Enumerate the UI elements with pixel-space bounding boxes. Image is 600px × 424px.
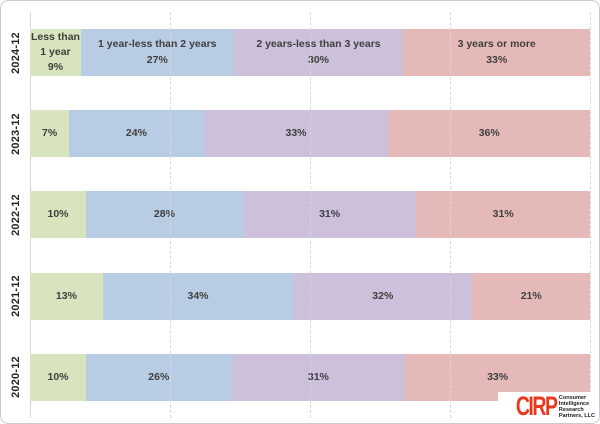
segment-name-label: 2 years-less than 3 years (256, 38, 381, 51)
segment-name-label: Less than (30, 30, 80, 43)
bar-row: 13% 34% 32% 21% (30, 256, 590, 337)
segment-value-label: 7% (42, 127, 58, 140)
gridline-25pct (170, 12, 171, 418)
cirp-logo-text: CIRP (516, 391, 558, 421)
segment-value-label: 31% (307, 370, 329, 383)
segment-value-label: 33% (285, 127, 307, 140)
bar-row: Less than 1 year 9% 1 year-less than 2 year… (30, 12, 591, 93)
cirp-logo: CIRP Consumer Intelligence Research Partner… (498, 392, 597, 421)
y-axis-tick: 2021-12 (1, 256, 30, 337)
bar-segment: 13% (30, 272, 103, 320)
bar-segment: 24% (69, 110, 204, 158)
segment-value-label: 10% (47, 208, 69, 221)
segment-value-label: 31% (492, 208, 514, 221)
segment-value-label: 36% (478, 127, 500, 140)
segment-name-label: 3 years or more (457, 38, 536, 51)
stacked-bar: 7% 24% 33% 36% (30, 110, 590, 158)
bar-segment: 36% (388, 110, 590, 158)
segment-value-label: 33% (486, 53, 508, 66)
stacked-bar: Less than 1 year 9% 1 year-less than 2 year… (30, 29, 591, 77)
bar-row: 10% 26% 31% 33% (30, 337, 590, 418)
bar-segment: Less than 1 year 9% (30, 29, 81, 77)
gridline-50pct (310, 12, 311, 418)
y-axis-tick: 2024-12 (1, 12, 30, 93)
segment-value-label: 9% (47, 61, 64, 74)
y-axis-tick-label: 2020-12 (9, 356, 22, 399)
bar-segment: 31% (242, 191, 417, 239)
segment-value-label: 26% (148, 370, 170, 383)
gridline-75pct (450, 12, 451, 418)
segment-value-label: 21% (520, 289, 542, 302)
segment-value-label: 27% (146, 53, 168, 66)
bar-segment: 2 years-less than 3 years 30% (233, 29, 404, 77)
segment-name-label: 1 year (40, 45, 71, 58)
y-axis-labels: 2024-12 2023-12 2022-12 2021-12 2020-12 (1, 12, 30, 418)
bar-segment: 31% (231, 353, 406, 401)
bar-segment: 34% (102, 272, 294, 320)
segment-value-label: 10% (47, 370, 69, 383)
segment-value-label: 28% (153, 208, 175, 221)
bar-segment: 10% (30, 353, 86, 401)
cirp-logo-company-line: Consumer (558, 394, 587, 401)
bar-segment: 33% (203, 110, 389, 158)
cirp-logo-company-line: Intelligence (558, 400, 590, 407)
bar-segment: 28% (86, 191, 243, 239)
segment-name-label: 1 year-less than 2 years (98, 38, 217, 51)
segment-value-label: 34% (187, 289, 209, 302)
gridline-100pct (590, 12, 591, 418)
segment-value-label: 30% (307, 53, 329, 66)
bar-segment: 32% (293, 272, 473, 320)
cirp-logo-company-line: Partners, LLC (558, 412, 595, 419)
bar-segment: 10% (30, 191, 86, 239)
y-axis-tick-label: 2021-12 (9, 275, 22, 318)
stacked-bar: 10% 26% 31% 33% (30, 353, 590, 401)
bar-segment: 3 years or more 33% (403, 29, 591, 77)
y-axis-tick-label: 2024-12 (9, 31, 22, 74)
bar-rows: Less than 1 year 9% 1 year-less than 2 year… (30, 12, 591, 418)
bar-segment: 7% (30, 110, 70, 158)
y-axis-tick: 2023-12 (1, 93, 30, 174)
bar-row: 7% 24% 33% 36% (30, 93, 590, 174)
y-axis-tick-label: 2023-12 (9, 112, 22, 155)
bar-segment: 21% (472, 272, 590, 320)
bar-segment: 31% (416, 191, 590, 239)
bar-segment: 1 year-less than 2 years 27% (80, 29, 234, 77)
bar-row: 10% 28% 31% 31% (30, 174, 590, 255)
bar-segment: 26% (86, 353, 232, 401)
y-axis-tick-label: 2022-12 (9, 194, 22, 236)
segment-value-label: 33% (487, 370, 509, 383)
stacked-bar: 13% 34% 32% 21% (30, 272, 590, 320)
segment-value-label: 32% (372, 289, 394, 302)
y-axis-tick: 2022-12 (1, 174, 30, 255)
y-axis-tick: 2020-12 (1, 337, 30, 418)
segment-value-label: 13% (55, 289, 77, 302)
cirp-logo-company-lines: Consumer Intelligence Research Partners, LL… (559, 395, 595, 419)
segment-value-label: 24% (125, 127, 147, 140)
segment-value-label: 31% (319, 208, 341, 221)
stacked-bar: 10% 28% 31% 31% (30, 191, 590, 239)
cirp-logo-company-line: Research (558, 406, 584, 413)
plot-area: Less than 1 year 9% 1 year-less than 2 year… (30, 12, 591, 418)
